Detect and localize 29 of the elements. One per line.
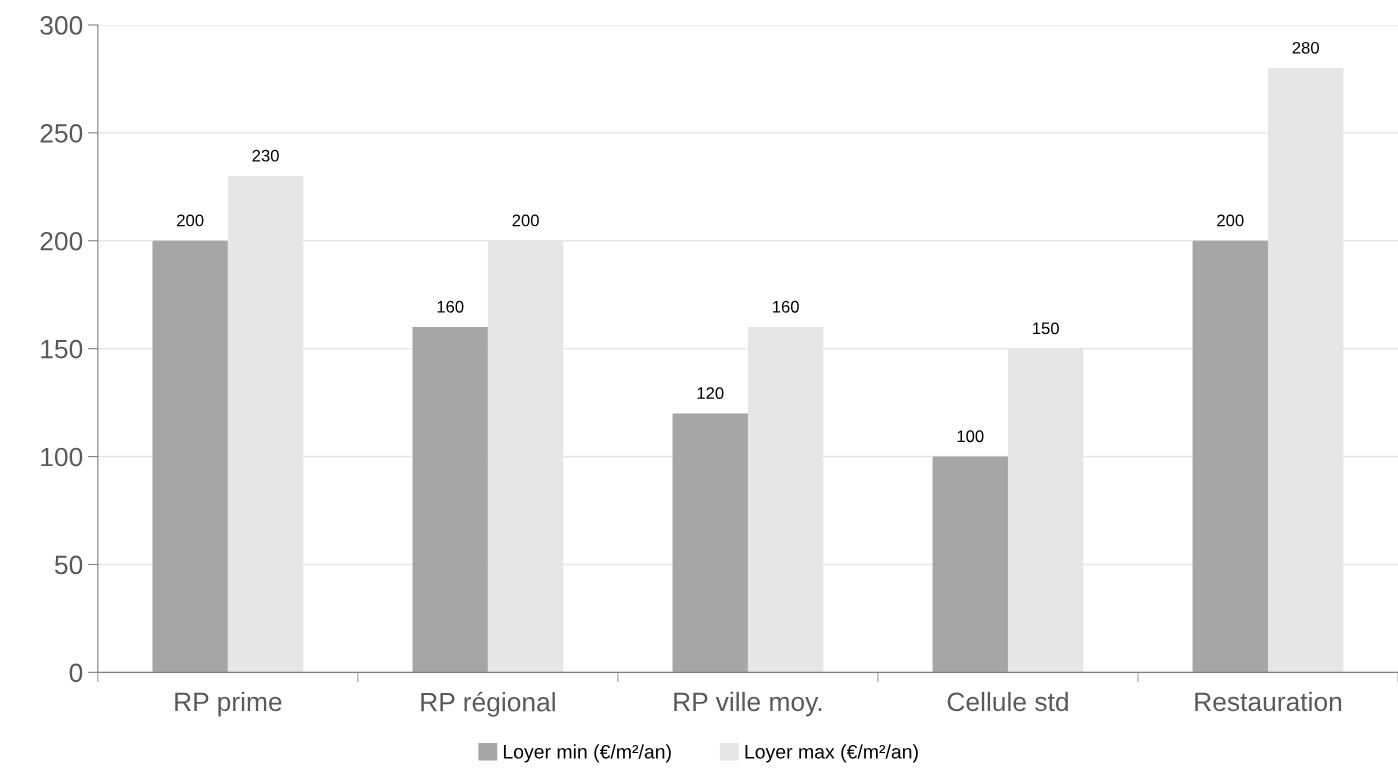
- x-tick-label: Cellule std: [947, 691, 1068, 712]
- data-label: 150: [1033, 322, 1059, 335]
- bar: [1192, 240, 1268, 673]
- data-label: 230: [252, 149, 279, 162]
- data-label: 200: [1217, 214, 1244, 227]
- data-label: 280: [1292, 41, 1319, 54]
- data-label: 200: [512, 214, 539, 227]
- legend-label: Loyer max (€/m²/an): [745, 744, 918, 763]
- legend-label: Loyer min (€/m²/an): [503, 744, 671, 763]
- y-tick-label: 0: [69, 663, 83, 683]
- bar: [152, 240, 228, 673]
- bar: [932, 456, 1008, 673]
- data-label: 100: [957, 430, 984, 443]
- y-tick-label: 250: [40, 124, 83, 143]
- bar: [672, 413, 748, 673]
- y-tick-label: 300: [40, 16, 83, 35]
- x-tick-label: RP prime: [175, 691, 282, 717]
- bar: [412, 327, 488, 673]
- data-label: 160: [773, 300, 799, 313]
- x-tick-label: Restauration: [1195, 691, 1342, 712]
- x-tick-label: RP régional: [421, 691, 555, 717]
- x-tick-label: RP ville moy.: [674, 691, 822, 717]
- y-tick-label: 150: [41, 339, 83, 359]
- data-label: 160: [437, 300, 464, 313]
- y-tick-label: 50: [54, 555, 83, 575]
- y-tick-label: 200: [40, 231, 83, 251]
- data-label: 200: [177, 214, 204, 227]
- data-label: 120: [697, 387, 724, 399]
- y-tick-label: 100: [41, 447, 83, 467]
